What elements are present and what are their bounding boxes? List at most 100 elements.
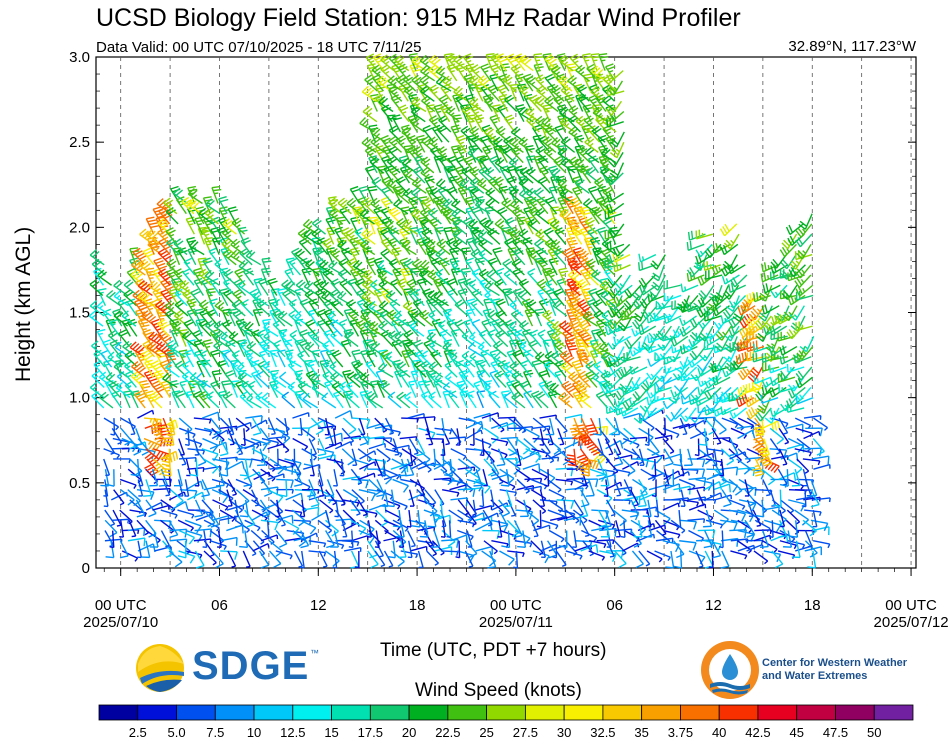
wind-barb — [97, 269, 112, 286]
wind-barb — [103, 448, 121, 459]
wind-barb — [100, 469, 110, 487]
colorbar-swatch — [98, 704, 139, 721]
wind-barb — [104, 438, 116, 455]
wind-barb — [130, 370, 145, 388]
colorbar-label: 50 — [867, 725, 881, 740]
colorbar-label: 40 — [712, 725, 726, 740]
wind-barb — [137, 540, 142, 559]
colorbar-swatch — [408, 704, 449, 721]
wind-barb — [132, 289, 148, 307]
x-tick-label: 00 UTC — [95, 597, 147, 614]
colorbar-swatch — [757, 704, 798, 721]
colorbar-label: 42.5 — [745, 725, 770, 740]
wind-barb — [120, 489, 135, 506]
wind-barb — [122, 340, 137, 358]
wind-barb — [135, 499, 146, 518]
colorbar-label: 32.5 — [590, 725, 615, 740]
wind-barb — [127, 537, 146, 547]
wind-barb — [128, 417, 136, 436]
wind-barb — [93, 267, 104, 286]
y-tick-label: 1.0 — [69, 390, 90, 407]
colorbar-label: 30 — [557, 725, 571, 740]
y-tick-label: 2.5 — [69, 134, 90, 151]
wind-barb — [88, 310, 104, 327]
colorbar-label: 7.5 — [206, 725, 224, 740]
colorbar-swatch — [137, 704, 177, 721]
colorbar-swatch — [292, 704, 332, 721]
wind-barb — [124, 360, 138, 378]
wind-barbs — [88, 52, 831, 569]
wind-barb — [141, 540, 151, 559]
x-tick-label: 18 — [409, 597, 426, 614]
colorbar-swatch — [835, 704, 875, 721]
x-tick-label: 00 UTC — [490, 597, 542, 614]
colorbar-swatch — [447, 704, 488, 721]
wind-barb — [130, 259, 146, 276]
colorbar-label: 47.5 — [823, 725, 848, 740]
colorbar-swatch — [718, 704, 759, 721]
wind-barb — [143, 479, 153, 497]
colorbar-label: 15 — [324, 725, 338, 740]
wind-barb — [129, 341, 145, 358]
colorbar-swatch — [331, 704, 371, 721]
colorbar-swatch — [176, 704, 216, 721]
wind-barb — [123, 289, 138, 307]
y-tick-label: 1.5 — [69, 305, 90, 322]
wind-barb — [100, 349, 113, 368]
x-axis-label: Time (UTC, PDT +7 hours) — [380, 640, 607, 661]
colorbar-swatch — [873, 704, 914, 721]
wind-barb — [119, 540, 129, 559]
wind-barb — [118, 329, 131, 348]
wind-barb — [103, 417, 120, 431]
wind-barb — [103, 479, 109, 497]
x-tick-label: 18 — [804, 597, 821, 614]
wind-barb — [93, 349, 106, 368]
wind-barb — [137, 409, 155, 419]
colorbar-label: 3.75 — [668, 725, 693, 740]
wind-barb — [104, 509, 116, 527]
wind-barb — [89, 300, 105, 317]
wind-barb — [116, 371, 131, 388]
coordinates-text: 32.89°N, 117.23°W — [788, 38, 916, 55]
colorbar-swatch — [680, 704, 720, 721]
colorbar-swatch — [641, 704, 681, 721]
colorbar-label: 22.5 — [435, 725, 460, 740]
x-tick-label: 06 — [606, 597, 623, 614]
wind-barb — [131, 361, 146, 378]
wind-barb — [119, 478, 137, 489]
colorbar-swatch — [214, 704, 255, 721]
chart-title: UCSD Biology Field Station: 915 MHz Rada… — [96, 4, 741, 32]
wind-barb — [145, 501, 163, 511]
wind-barb — [121, 550, 139, 562]
wind-barb — [89, 249, 105, 266]
colorbar-label: 12.5 — [280, 725, 305, 740]
y-tick-label: 3.0 — [69, 49, 90, 66]
colorbar-label: 25 — [479, 725, 493, 740]
colorbar-label: 20 — [402, 725, 416, 740]
y-tick-label: 0.5 — [69, 475, 90, 492]
wind-barb — [130, 269, 145, 286]
colorbar-swatch — [524, 704, 565, 721]
wind-barb — [121, 310, 137, 327]
wind-barb — [109, 318, 121, 337]
wind-barb — [113, 361, 128, 378]
wind-barb — [105, 540, 115, 559]
wind-barb — [103, 489, 109, 508]
wind-barb — [136, 488, 155, 500]
x-tick-label: 12 — [705, 597, 722, 614]
wind-barb — [113, 290, 129, 307]
x-tick-date-label: 2025/07/11 — [479, 614, 553, 631]
wind-barb — [134, 390, 147, 409]
colorbar-label: 27.5 — [513, 725, 538, 740]
colorbar-swatch — [253, 704, 294, 721]
wind-barb — [137, 479, 144, 497]
wind-barb — [130, 458, 140, 477]
wind-barb — [89, 279, 104, 296]
x-tick-label: 00 UTC — [885, 597, 937, 614]
x-tick-date-label: 2025/07/10 — [83, 614, 158, 631]
wind-barb — [96, 300, 112, 317]
y-tick-label: 0 — [82, 560, 90, 577]
colorbar-label: 45 — [789, 725, 803, 740]
wind-barb — [143, 437, 161, 452]
